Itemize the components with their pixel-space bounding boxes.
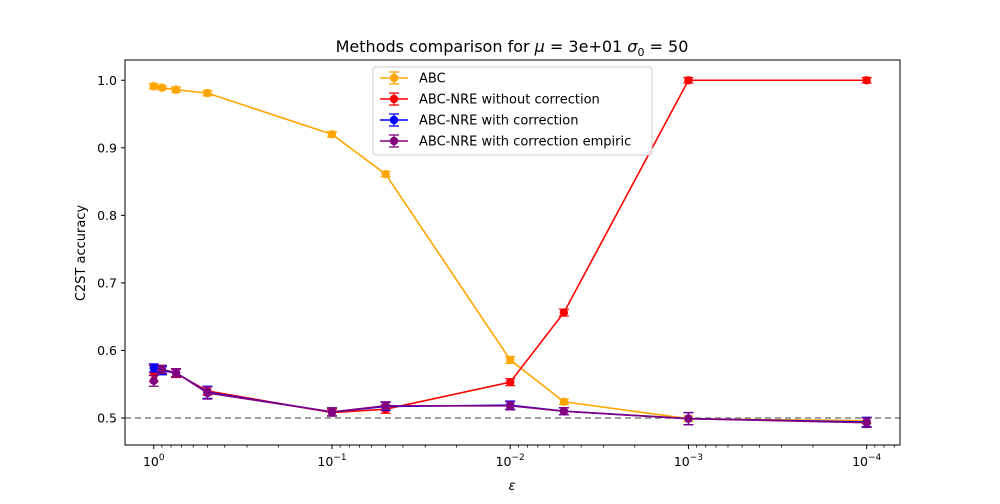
x-tick-label: 10−1	[317, 453, 346, 469]
legend-label: ABC-NRE with correction	[419, 114, 579, 129]
data-point	[171, 368, 181, 377]
data-point	[684, 414, 693, 423]
y-tick-label: 0.8	[97, 208, 117, 223]
data-point	[862, 418, 871, 427]
data-point	[862, 76, 871, 85]
data-point	[506, 377, 515, 387]
data-point	[203, 88, 212, 98]
series-3	[148, 364, 872, 429]
x-tick-label: 10−4	[852, 453, 881, 469]
legend-marker	[389, 136, 399, 146]
y-tick-label: 0.6	[97, 343, 117, 358]
x-tick-label: 10−3	[674, 453, 703, 469]
legend-label: ABC-NRE without correction	[419, 93, 600, 108]
data-point	[327, 407, 337, 417]
y-axis-ticks: 0.5 0.6 0.7 0.8 0.9 1.0	[97, 73, 125, 425]
data-point	[327, 130, 337, 139]
series-line	[153, 85, 867, 422]
data-point	[506, 401, 515, 411]
y-tick-label: 0.7	[97, 275, 117, 290]
data-point	[381, 169, 390, 179]
legend-box	[372, 66, 653, 156]
legend-item: ABC	[380, 71, 446, 87]
data-point	[506, 355, 515, 365]
data-point	[149, 82, 158, 91]
data-point	[157, 365, 167, 374]
x-axis-label: ε	[508, 479, 515, 494]
legend-label: ABC-NRE with correction empiric	[419, 135, 631, 150]
data-point	[149, 363, 158, 373]
series-layer	[148, 76, 872, 429]
data-point	[684, 76, 693, 85]
x-tick-label: 10−2	[496, 453, 525, 469]
y-axis-label: C2ST accuracy	[74, 205, 89, 302]
series-line	[153, 368, 867, 424]
legend-item: ABC-NRE with correction empiric	[380, 134, 631, 150]
legend-items: ABC ABC-NRE without correction ABC-NRE wit…	[380, 71, 631, 150]
data-point	[559, 308, 569, 317]
data-point	[203, 388, 212, 398]
y-tick-label: 0.9	[97, 140, 117, 155]
data-point	[559, 407, 569, 416]
legend-item: ABC-NRE without correction	[380, 92, 600, 108]
legend-marker	[389, 73, 399, 83]
legend-marker	[389, 115, 399, 125]
data-point	[171, 85, 181, 94]
x-tick-label: 100	[143, 453, 165, 469]
legend-item: ABC-NRE with correction	[380, 113, 579, 129]
legend-label: ABC	[419, 72, 446, 87]
plot-frame	[124, 59, 901, 446]
data-point	[559, 397, 569, 406]
data-point	[149, 376, 158, 386]
data-point	[157, 83, 167, 92]
legend: ABC ABC-NRE without correction ABC-NRE wit…	[372, 66, 653, 156]
data-point	[381, 401, 390, 411]
y-tick-label: 1.0	[97, 73, 117, 88]
x-axis-ticks: 100 10−1 10−2 10−3 10−4	[143, 445, 895, 469]
chart-title: Methods comparison for μ = 3e+01 σ0 = 50	[336, 37, 689, 59]
legend-marker	[389, 94, 399, 104]
y-tick-label: 0.5	[97, 410, 117, 425]
